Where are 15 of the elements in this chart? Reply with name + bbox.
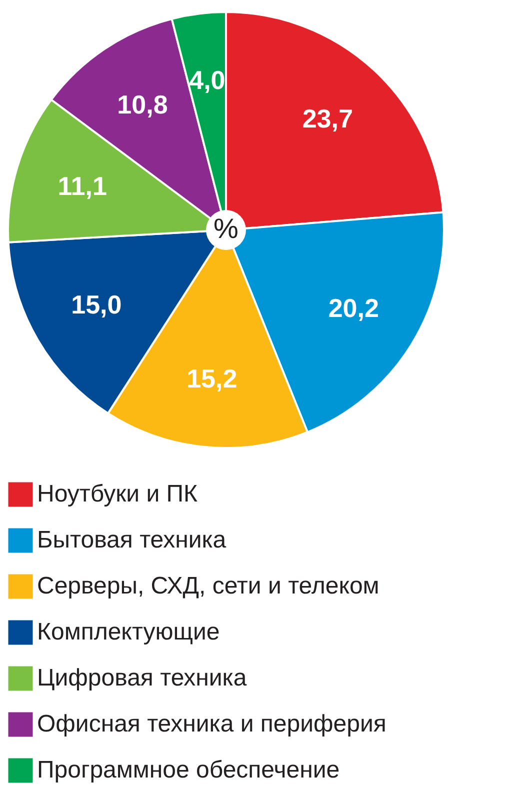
data-label: 15,2 (186, 363, 238, 394)
legend-label: Серверы, СХД, сети и телеком (37, 572, 380, 600)
legend-label: Комплектующие (37, 618, 220, 646)
legend-label: Офисная техника и периферия (37, 710, 386, 738)
data-label: 23,7 (302, 104, 353, 134)
data-label: 15,0 (71, 290, 122, 320)
legend-label: Программное обеспечение (37, 756, 340, 784)
data-label: 11,1 (58, 170, 107, 201)
legend-label: Бытовая техника (37, 526, 227, 554)
legend-label: Цифровая техника (37, 664, 248, 692)
legend-label: Ноутбуки и ПК (37, 480, 198, 508)
data-label: 10,8 (117, 89, 168, 120)
text: % (214, 213, 238, 244)
data-label: 4,0 (189, 65, 226, 96)
data-label: 20,2 (328, 292, 379, 323)
